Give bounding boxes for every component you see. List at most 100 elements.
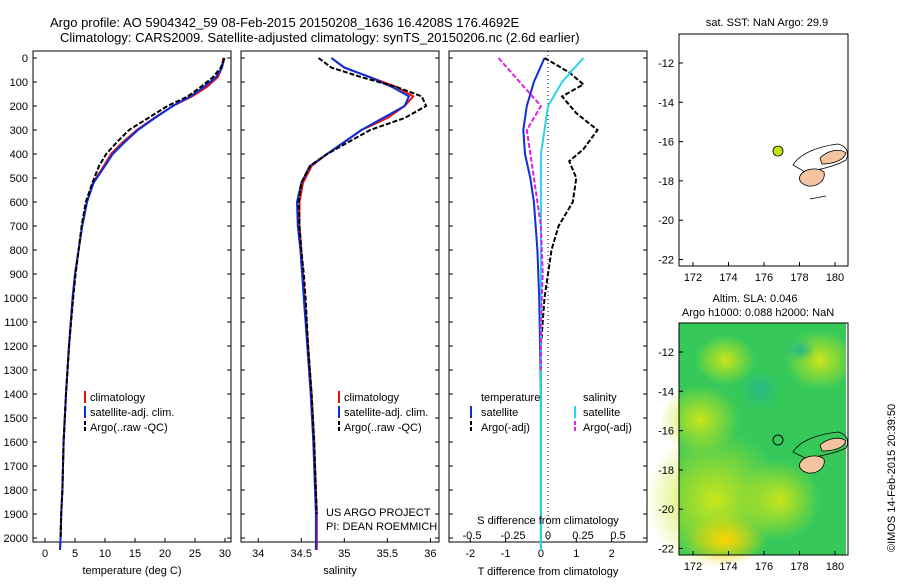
sla-float-marker <box>772 434 784 446</box>
depth-tick-label: 1700 <box>4 461 28 473</box>
salinity-xlabel: salinity <box>323 565 357 577</box>
map-y-tick-label: -16 <box>658 426 674 438</box>
depth-tick-label: 0 <box>22 53 28 65</box>
x-tick-label: 30 <box>219 548 231 560</box>
fiji-kadavu <box>809 195 827 200</box>
temperature-x-ticks: 0 5 10 15 20 25 30 <box>42 538 231 560</box>
legend-salinity: climatology satellite-adj. clim. Argo(..… <box>338 391 428 434</box>
map-y-tick-label: -18 <box>658 176 674 188</box>
map-y-tick-label: -20 <box>658 504 674 516</box>
sst-map-land <box>772 143 848 200</box>
legend-argo-label: Argo(..raw -QC) <box>90 422 168 434</box>
depth-tick-label: 300 <box>10 125 28 137</box>
legend3-sargo-label: Argo(-adj) <box>583 422 632 434</box>
map-x-tick-label: 172 <box>684 561 702 573</box>
sst-map-frame <box>678 33 849 267</box>
difference-panel <box>448 50 648 543</box>
map-x-tick-label: 176 <box>755 272 773 284</box>
depth-tick-label: 1900 <box>4 509 28 521</box>
depth-tick-label: 1000 <box>4 293 28 305</box>
depth-tick-label: 900 <box>10 269 28 281</box>
series-s-satellite <box>539 57 585 550</box>
legend-temperature: climatology satellite-adj. clim. Argo(..… <box>84 391 174 434</box>
x-tick-label: 10 <box>99 548 111 560</box>
x-tick-label: 1 <box>573 548 579 560</box>
sla-blob <box>740 370 780 410</box>
temperature-series <box>59 57 226 551</box>
depth-tick-label: 700 <box>10 221 28 233</box>
x-tick-label: 34.5 <box>291 548 312 560</box>
sla-nodata-strip <box>846 323 858 555</box>
salinity-x-ticks: 34 34.5 35 35.5 36 <box>252 538 437 560</box>
temperature-xlabel: temperature (deg C) <box>82 565 181 577</box>
x-tick-label: 34 <box>252 548 264 560</box>
s-diff-tick-label: -0.25 <box>500 530 525 542</box>
series-argo-raw-qc <box>59 57 226 539</box>
s-diff-tick-label: -0.5 <box>463 530 482 542</box>
project-line1: US ARGO PROJECT <box>326 507 431 519</box>
depth-tick-label: 1400 <box>4 389 28 401</box>
depth-tick-label: 600 <box>10 197 28 209</box>
legend3-targo-label: Argo(-adj) <box>481 422 530 434</box>
sst-map-ticks: 172 174 176 178 180 -12 -14 -16 -18 -20 -22 <box>658 58 844 284</box>
legend2-clim-label: climatology <box>344 392 400 404</box>
map-y-tick-label: -12 <box>658 347 674 359</box>
depth-tick-label: 500 <box>10 173 28 185</box>
fiji-vitilevu <box>799 168 825 187</box>
sla-blob <box>695 335 755 385</box>
depth-axis-labels: 0 100 200 300 400 500 600 700 800 900 1000 1100 1200… <box>4 53 647 545</box>
sla-title-line1: Altim. SLA: 0.046 <box>713 293 798 305</box>
legend3-sal-head: salinity <box>583 392 617 404</box>
x-tick-label: 20 <box>159 548 171 560</box>
x-tick-label: 0 <box>42 548 48 560</box>
map-x-tick-label: 172 <box>684 272 702 284</box>
sla-map-field <box>645 323 858 570</box>
map-y-tick-label: -20 <box>658 215 674 227</box>
sst-map-title: sat. SST: NaN Argo: 29.9 <box>706 17 828 29</box>
s-diff-tick-label: 0.25 <box>572 530 593 542</box>
x-tick-label: 35.5 <box>377 548 398 560</box>
depth-tick-label: 100 <box>10 77 28 89</box>
header-line2: Climatology: CARS2009. Satellite-adjuste… <box>60 30 580 45</box>
project-line2: PI: DEAN ROEMMICH <box>326 521 437 533</box>
x-tick-label: -1 <box>501 548 511 560</box>
depth-tick-label: 200 <box>10 101 28 113</box>
depth-tick-label: 2000 <box>4 533 28 545</box>
depth-tick-label: 1600 <box>4 437 28 449</box>
salinity-series <box>295 57 428 550</box>
legend3-tsat-label: satellite <box>481 407 518 419</box>
sla-blob <box>660 385 740 455</box>
legend-sat-label: satellite-adj. clim. <box>90 407 174 419</box>
x-tick-label: 35 <box>338 548 350 560</box>
legend-difference: temperature salinity satellite Argo(-adj… <box>470 392 632 434</box>
legend-clim-label: climatology <box>90 392 146 404</box>
fiji-coastline-outline <box>792 431 848 459</box>
x-tick-label: 0 <box>538 548 544 560</box>
x-tick-label: 2 <box>609 548 615 560</box>
fiji-vanualevu <box>819 149 847 165</box>
map-y-tick-label: -18 <box>658 465 674 477</box>
t-diff-xlabel: T difference from climatology <box>478 566 619 578</box>
depth-tick-label: 1200 <box>4 341 28 353</box>
map-y-tick-label: -22 <box>658 544 674 556</box>
x-tick-label: 15 <box>129 548 141 560</box>
map-x-tick-label: 174 <box>719 561 737 573</box>
x-tick-label: 5 <box>72 548 78 560</box>
sla-blob <box>740 460 820 540</box>
fiji-vanualevu <box>819 437 847 452</box>
x-tick-label: 25 <box>189 548 201 560</box>
depth-tick-label: 1800 <box>4 485 28 497</box>
depth-tick-label: 800 <box>10 245 28 257</box>
fiji-coastline-outline <box>792 143 848 173</box>
credit-text: ©IMOS 14-Feb-2015 20:39:50 <box>886 404 898 552</box>
map-y-tick-label: -16 <box>658 137 674 149</box>
x-tick-label: -2 <box>465 548 475 560</box>
series-s-argo-adj <box>497 57 544 370</box>
map-y-tick-label: -14 <box>658 386 674 398</box>
map-x-tick-label: 178 <box>790 272 808 284</box>
depth-tick-label: 1300 <box>4 365 28 377</box>
series-t-argo-adj <box>539 57 599 394</box>
sla-map-land <box>772 431 848 474</box>
legend2-sat-label: satellite-adj. clim. <box>344 407 428 419</box>
